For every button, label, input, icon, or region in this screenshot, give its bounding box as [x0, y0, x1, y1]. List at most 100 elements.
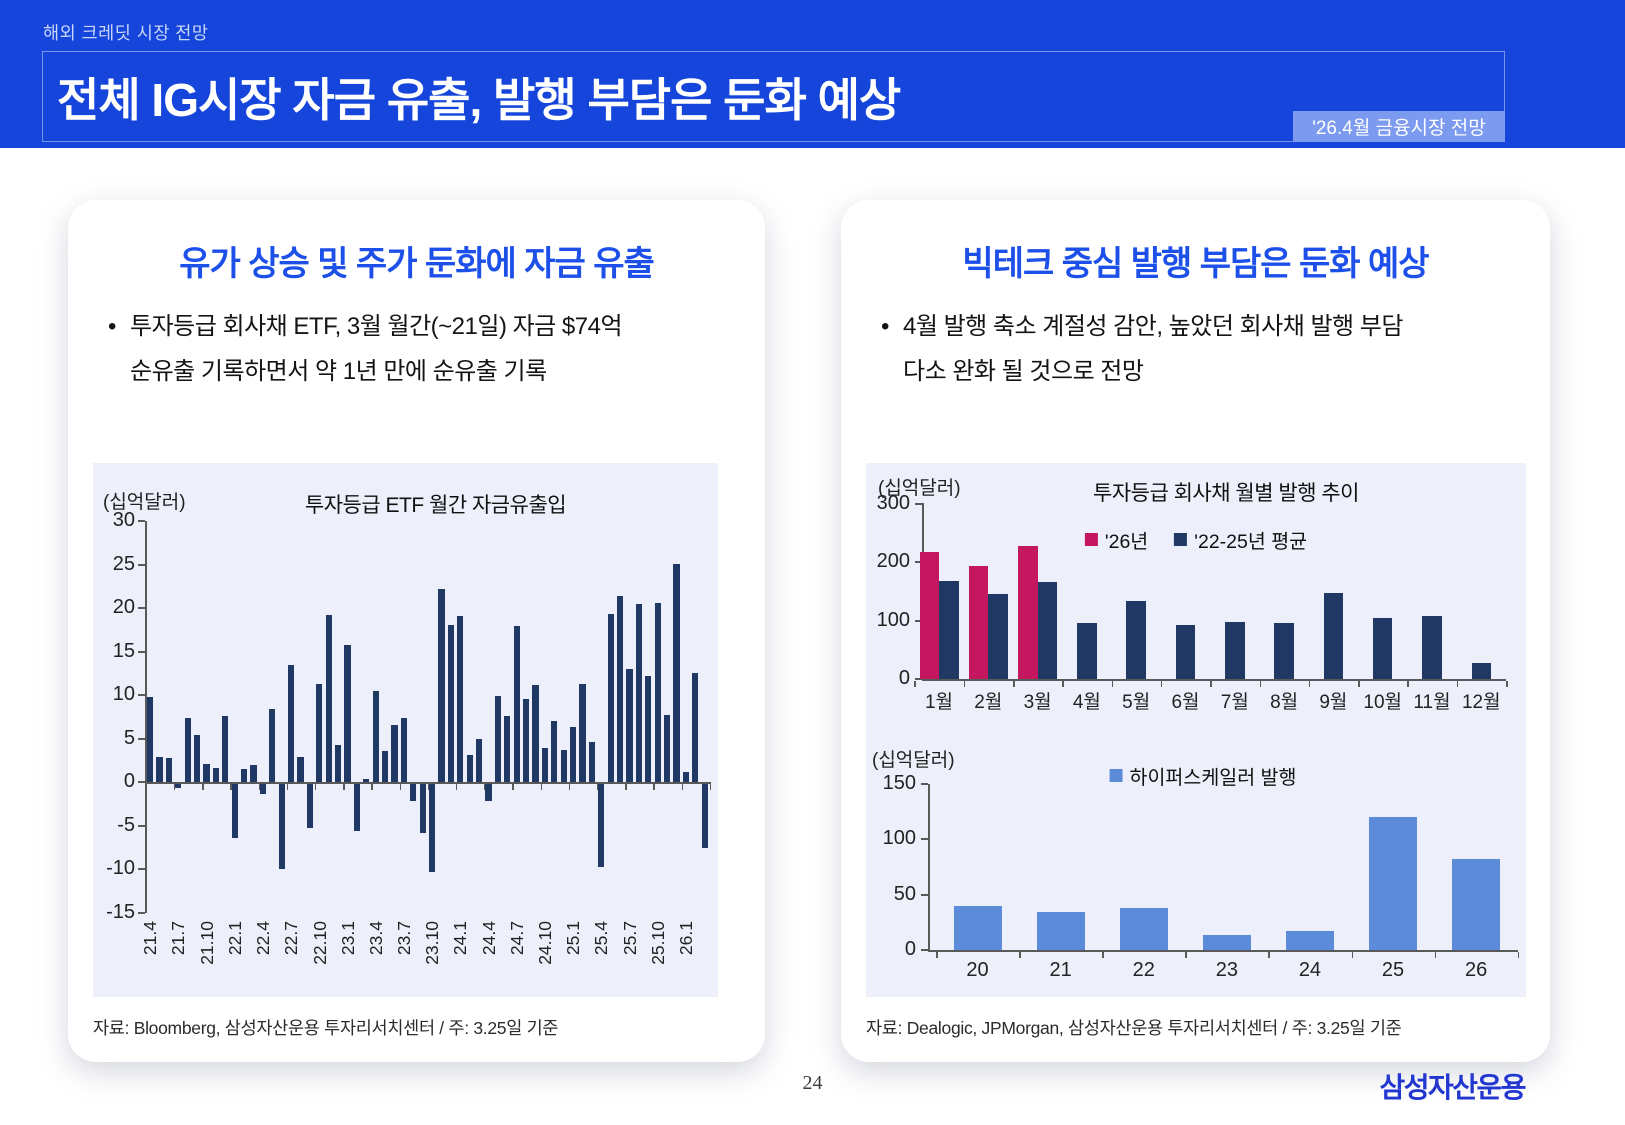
bar	[156, 756, 163, 782]
x-tick-label: 11월	[1413, 692, 1451, 713]
legend-item: '26년	[1084, 525, 1149, 554]
x-axis-line	[922, 679, 1506, 681]
right-card-bullet: • 4월 발행 축소 계절성 감안, 높았던 회사채 발행 부담 다소 완화 될…	[879, 304, 1403, 394]
y-tick	[921, 838, 928, 841]
x-tick	[484, 784, 486, 790]
y-tick-label: 20	[112, 596, 135, 618]
x-tick-label: 12월	[1461, 692, 1501, 713]
x-tick	[1111, 681, 1114, 687]
y-tick-label: 10	[112, 683, 135, 705]
bar	[551, 721, 558, 782]
left-card-title: 유가 상승 및 주가 둔화에 자금 유출	[179, 245, 655, 283]
bar	[222, 715, 229, 782]
bar	[259, 784, 267, 795]
bar	[1126, 601, 1146, 679]
bar	[288, 664, 295, 782]
x-tick-label: 1월	[924, 692, 954, 713]
bar	[1369, 817, 1418, 950]
x-tick-label: 2월	[974, 692, 1003, 713]
x-tick-label: 5월	[1122, 692, 1151, 713]
bar	[1452, 859, 1501, 950]
x-tick-label: 24.4	[478, 921, 499, 956]
y-tick	[921, 949, 928, 951]
legend-label: '26년	[1104, 531, 1149, 553]
x-tick	[653, 784, 655, 790]
bar	[250, 765, 257, 782]
x-tick	[343, 784, 345, 790]
x-tick	[1268, 952, 1270, 958]
y-tick	[138, 607, 145, 609]
bar	[278, 784, 285, 870]
bar	[466, 755, 473, 782]
bar	[1037, 581, 1058, 679]
bar	[598, 784, 605, 867]
bullet-icon: •	[108, 313, 116, 340]
x-tick	[1013, 681, 1015, 687]
x-tick	[1351, 952, 1353, 958]
y-tick-label: 15	[112, 639, 135, 662]
y-tick-label: 0	[123, 770, 135, 792]
right-bullet-line2: 다소 완화 될 것으로 전망	[903, 358, 1144, 385]
bar	[664, 715, 671, 782]
bar	[447, 625, 455, 782]
bar	[626, 668, 633, 782]
legend-label: 하이퍼스케일러 발행	[1129, 767, 1297, 789]
x-tick-label: 22.10	[309, 921, 330, 965]
bar	[504, 715, 511, 782]
x-tick	[625, 784, 627, 790]
bar	[523, 699, 530, 782]
y-tick	[138, 911, 145, 914]
y-tick	[138, 781, 145, 783]
header-banner: 해외 크레딧 시장 전망 전체 IG시장 자금 유출, 발행 부담은 둔화 예상…	[0, 0, 1625, 148]
left-bullet-line2: 순유출 기록하면서 약 1년 만에 순유출 기록	[130, 358, 547, 385]
x-tick-label: 21.7	[168, 921, 189, 956]
x-tick-label: 23	[1215, 959, 1238, 981]
x-tick	[1506, 681, 1508, 687]
bar	[476, 739, 483, 782]
x-tick-label: 4월	[1072, 692, 1101, 713]
bar	[1202, 934, 1251, 950]
bar	[297, 756, 304, 782]
bar	[494, 695, 502, 782]
bar	[194, 735, 201, 782]
y-tick-label: 300	[876, 491, 910, 514]
bar	[560, 749, 567, 782]
bar	[1372, 617, 1393, 679]
x-tick	[286, 784, 289, 790]
etf-flow-chart: (십억달러) 투자등급 ETF 월간 자금유출입 30 25 20 15 10 5 0 -5 -10…	[93, 463, 718, 997]
y-axis-unit-label: (십억달러)	[103, 492, 186, 513]
x-tick-label: 22.4	[252, 921, 273, 956]
x-tick	[1434, 952, 1437, 958]
bar	[175, 784, 182, 789]
y-tick-label: -10	[106, 857, 135, 879]
y-tick	[138, 694, 145, 696]
x-tick-label: 24.7	[506, 921, 527, 956]
y-tick	[138, 650, 145, 653]
bullet-icon: •	[881, 313, 889, 340]
bar	[372, 690, 379, 782]
legend-item: '22-25년 평균	[1174, 525, 1307, 554]
x-tick	[1019, 952, 1021, 958]
x-tick	[314, 784, 317, 790]
bar	[588, 741, 596, 782]
bar	[579, 683, 586, 782]
x-tick	[1102, 952, 1104, 958]
x-tick	[371, 784, 373, 790]
legend-swatch-icon	[1174, 533, 1188, 546]
x-tick	[230, 784, 232, 790]
bar	[429, 784, 436, 872]
x-tick-label: 21.10	[196, 921, 217, 965]
bar	[513, 626, 520, 782]
right-source: 자료: Dealogic, JPMorgan, 삼성자산운용 투자리서치센터 /…	[866, 1018, 1402, 1038]
bar	[212, 768, 220, 782]
bar	[673, 563, 680, 782]
bar	[1225, 622, 1245, 679]
bar	[1036, 912, 1085, 950]
bar	[316, 683, 323, 782]
bar	[617, 595, 624, 782]
y-tick-label: -15	[106, 900, 135, 923]
y-tick	[138, 868, 145, 870]
legend-swatch-icon	[1084, 533, 1098, 546]
bar	[692, 673, 699, 782]
